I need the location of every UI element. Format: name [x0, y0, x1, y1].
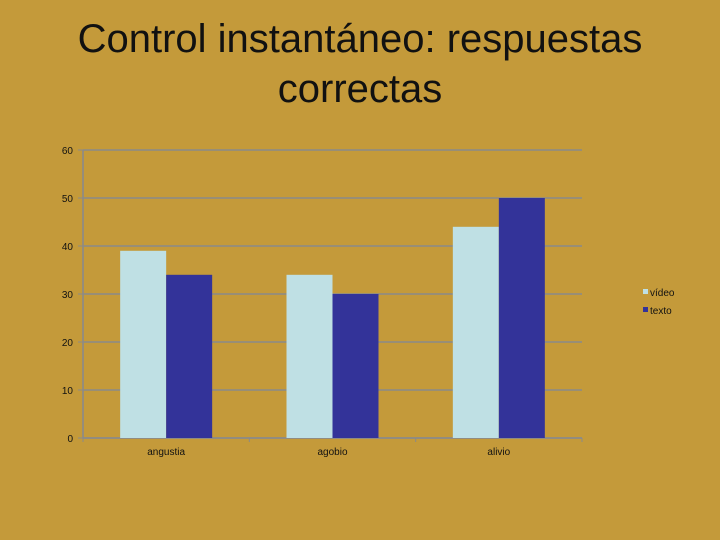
legend-swatch-0: [643, 289, 648, 294]
bar-angustia-0: [120, 250, 167, 438]
y-tick-label: 30: [62, 290, 74, 301]
x-category-label: alivio: [487, 447, 510, 458]
bar-alivio-0: [452, 226, 499, 438]
bars: [120, 198, 545, 438]
legend-swatch-1: [643, 307, 648, 312]
y-tick-label: 0: [67, 434, 73, 445]
x-category-label: agobio: [317, 447, 347, 458]
legend-label: texto: [650, 306, 672, 317]
bar-alivio-1: [498, 198, 545, 438]
legend: vídeo texto: [643, 288, 675, 317]
y-tick-label: 50: [62, 194, 74, 205]
axis-labels: 0 10 20 30 40 50 60 angustia agobio alivio: [62, 146, 511, 458]
y-tick-label: 20: [62, 338, 74, 349]
y-tick-label: 40: [62, 242, 74, 253]
x-category-label: angustia: [147, 447, 185, 458]
slide-title: Control instantáneo: respuestas correcta…: [77, 17, 643, 111]
bar-agobio-0: [286, 274, 333, 438]
bar-agobio-1: [332, 294, 379, 438]
legend-label: vídeo: [650, 288, 675, 299]
y-tick-label: 60: [62, 146, 74, 157]
y-tick-label: 10: [62, 386, 74, 397]
bar-angustia-1: [166, 274, 213, 438]
